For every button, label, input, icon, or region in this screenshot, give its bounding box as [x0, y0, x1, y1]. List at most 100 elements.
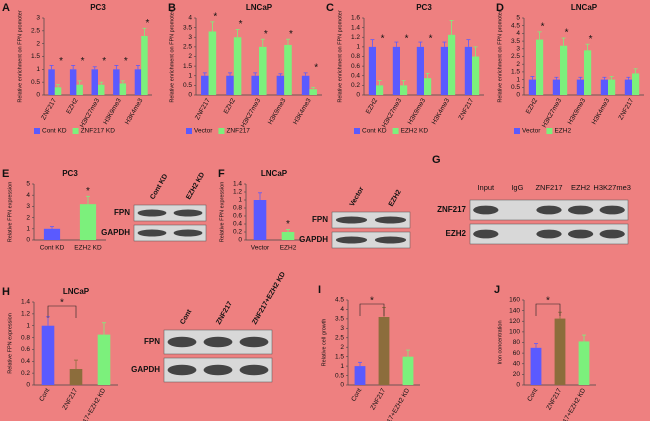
bar — [392, 46, 400, 95]
y-tick-label: 0.4 — [233, 221, 242, 228]
y-axis-label: Relative FPN expression — [219, 182, 225, 243]
bar — [402, 356, 414, 385]
band — [173, 229, 203, 237]
lane-label: IgG — [511, 183, 523, 192]
panel-label: F — [218, 168, 225, 180]
y-axis-label: Relative enrichment on FPN promoter — [337, 10, 343, 102]
x-tick-label: ZNF217 — [545, 387, 563, 411]
x-tick-label: EZH2 — [365, 97, 380, 115]
legend-label: ZNF217 KD — [81, 128, 116, 135]
y-tick-label: 0 — [26, 237, 30, 244]
panel-label: A — [2, 2, 10, 14]
band — [167, 364, 197, 376]
lane-label: EZH2 — [571, 183, 590, 192]
lane-label: Cont KD — [149, 173, 169, 201]
x-tick-label: ZNF217 — [457, 97, 475, 121]
bar — [79, 204, 97, 240]
band — [203, 336, 233, 348]
bar — [97, 334, 111, 385]
y-tick-label: 0.5 — [511, 84, 520, 91]
bar — [530, 347, 542, 385]
significance-star: * — [370, 296, 374, 307]
row-label: GAPDH — [131, 365, 160, 374]
band — [599, 205, 625, 215]
legend-swatch — [514, 128, 520, 134]
y-tick-label: 1.2 — [351, 34, 360, 41]
y-tick-label: 0 — [516, 382, 520, 389]
legend-swatch — [186, 128, 192, 134]
bar — [440, 46, 448, 95]
x-tick-label: EZH2 — [525, 97, 540, 115]
blot-strip — [331, 211, 411, 229]
panel-label: I — [318, 284, 321, 296]
y-tick-label: 0 — [516, 92, 520, 99]
x-tick-label: EZH2 — [280, 245, 297, 252]
y-tick-label: 0 — [36, 92, 40, 99]
x-tick-label: ZNF217+EZH2 KD — [74, 387, 108, 421]
panel-label: J — [494, 284, 500, 296]
y-axis-label: Relative enrichment on FPN promoter — [169, 10, 175, 102]
bar — [54, 87, 62, 95]
bar — [378, 317, 390, 385]
y-tick-label: 1 — [26, 226, 30, 233]
row-label: ZNF217 — [437, 205, 466, 214]
y-tick-label: 1 — [516, 76, 520, 83]
y-tick-label: 2.5 — [31, 28, 40, 35]
bar — [69, 69, 77, 95]
y-tick-label: 160 — [509, 297, 520, 304]
row-label: EZH2 — [446, 229, 467, 238]
bar — [576, 79, 584, 95]
significance-star: * — [565, 28, 569, 39]
band — [173, 209, 203, 217]
blot-strip — [133, 224, 207, 242]
row-label: FPN — [144, 337, 160, 346]
significance-star: * — [213, 11, 217, 22]
y-tick-label: 0 — [340, 382, 344, 389]
bar — [536, 39, 544, 95]
y-tick-label: 2 — [26, 214, 30, 221]
y-tick-label: 20 — [513, 371, 521, 378]
bar — [368, 46, 376, 95]
bar — [560, 45, 568, 95]
x-tick-label: Cont — [38, 387, 51, 403]
y-tick-label: 0 — [26, 382, 30, 389]
x-tick-label: H3K4me3 — [591, 97, 612, 126]
y-tick-label: 1.5 — [511, 69, 520, 76]
legend-label: Vector — [522, 128, 541, 135]
y-tick-label: 2 — [340, 344, 344, 351]
bar — [472, 56, 480, 95]
band — [374, 236, 407, 244]
band — [374, 216, 407, 224]
x-tick-label: H3K9me3 — [102, 97, 123, 126]
y-tick-label: 0.5 — [183, 82, 192, 89]
x-tick-label: EZH2 — [65, 97, 80, 115]
band — [567, 229, 594, 239]
panel-label: C — [326, 2, 334, 14]
bar — [276, 75, 285, 95]
bar — [119, 83, 127, 95]
band — [239, 364, 269, 376]
band — [567, 205, 594, 215]
bar — [253, 200, 267, 240]
y-axis-label: Relative enrichment on FPN promoter — [17, 10, 23, 102]
bar — [354, 366, 366, 385]
panel-label: D — [496, 2, 504, 14]
significance-star: * — [264, 29, 268, 40]
y-tick-label: 0.4 — [21, 358, 30, 365]
band — [239, 336, 269, 348]
y-tick-label: 0.4 — [351, 72, 360, 79]
y-tick-label: 0.2 — [351, 82, 360, 89]
bar — [259, 46, 267, 95]
bar — [400, 85, 408, 95]
y-tick-label: 2.5 — [511, 53, 520, 60]
chart-title: PC3 — [62, 169, 78, 178]
y-tick-label: 60 — [513, 350, 521, 357]
bar — [416, 46, 424, 95]
legend-swatch — [72, 128, 79, 134]
y-tick-label: 2 — [188, 53, 192, 60]
y-axis-label: Relative enrichment on FPN promoter — [497, 10, 503, 102]
y-tick-label: 1.4 — [351, 24, 360, 31]
bar — [69, 368, 83, 385]
legend-label: EZH2 — [554, 128, 571, 135]
row-label: FPN — [114, 208, 130, 217]
